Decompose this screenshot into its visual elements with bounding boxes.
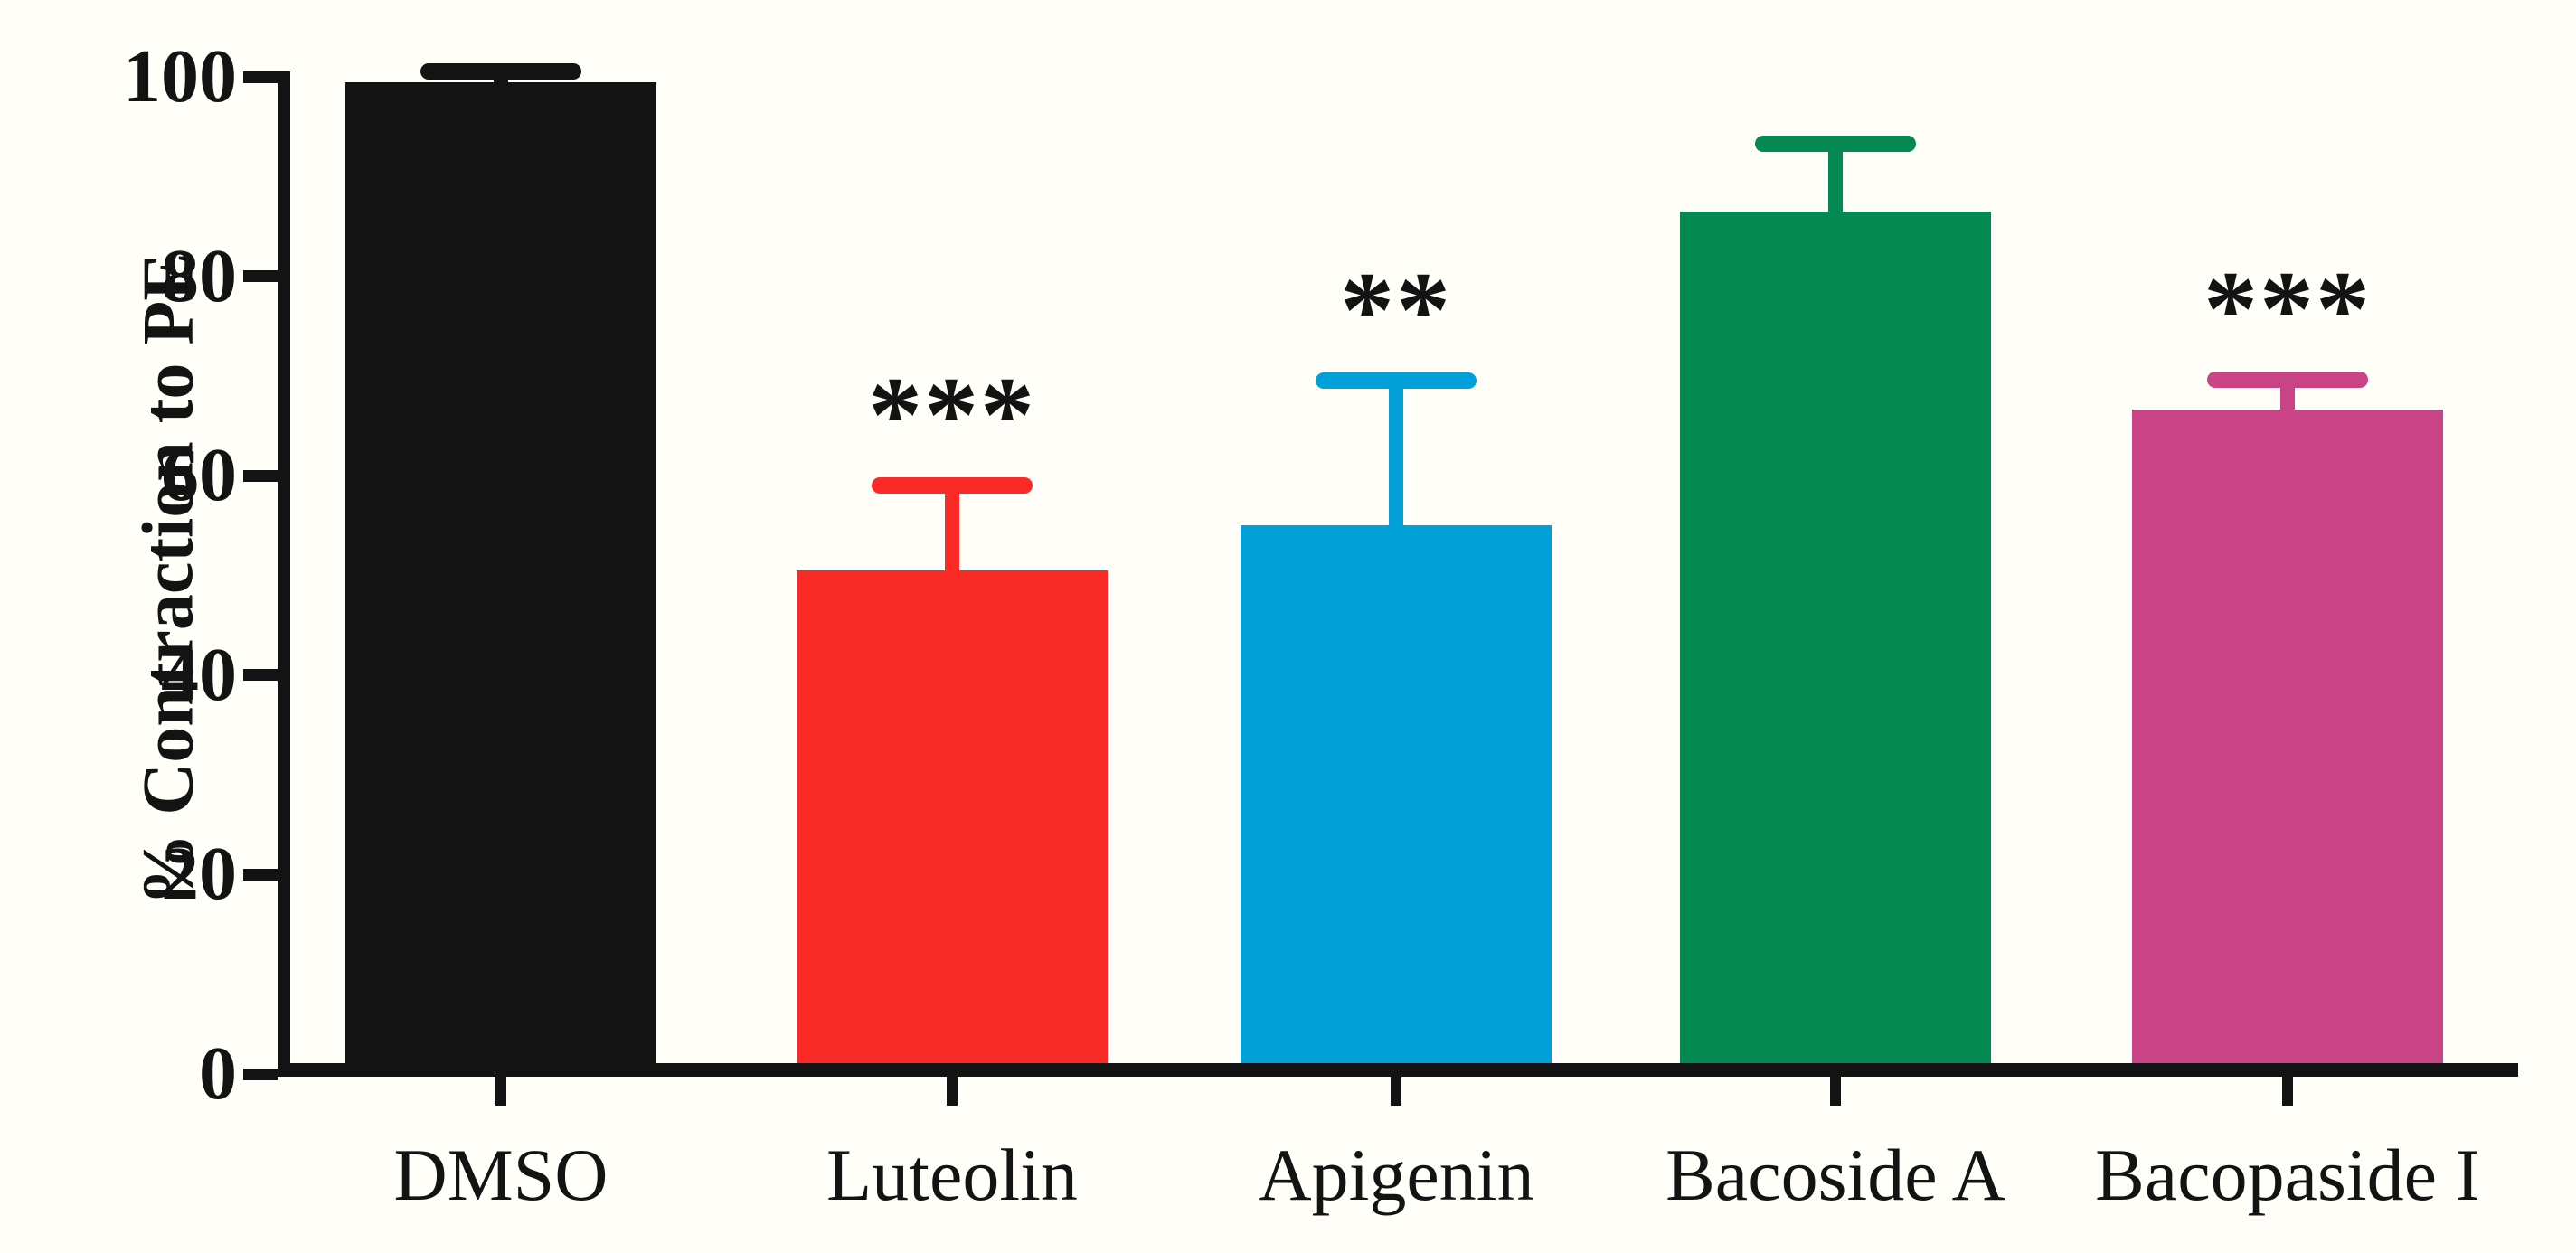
error-bar-cap-bacoside-a (1755, 135, 1916, 152)
y-tick-mark (243, 469, 278, 482)
error-bar-cap-dmso (420, 63, 581, 80)
error-bar-cap-bacopaside-i (2207, 372, 2368, 389)
bar-bacopaside-i (2132, 410, 2443, 1074)
y-tick-mark (243, 1068, 278, 1080)
bar-apigenin (1241, 525, 1552, 1074)
x-axis-line (278, 1063, 2518, 1077)
y-tick-label: 20 (161, 832, 237, 917)
bar-dmso (345, 81, 656, 1074)
significance-label-apigenin: ** (1340, 250, 1452, 371)
x-tick-mark-apigenin (1391, 1077, 1401, 1106)
error-bar-stem-bacopaside-i (2280, 380, 2295, 416)
y-tick-label: 40 (161, 632, 237, 717)
y-axis-line (278, 71, 290, 1077)
y-tick-label: 0 (199, 1032, 237, 1116)
bar-bacoside-a (1680, 211, 1991, 1074)
significance-label-bacopaside-i: *** (2203, 249, 2372, 370)
x-category-label-apigenin: Apigenin (1258, 1134, 1534, 1216)
error-bar-cap-luteolin (872, 477, 1033, 495)
error-bar-cap-apigenin (1316, 372, 1477, 390)
x-category-label-dmso: DMSO (393, 1134, 609, 1216)
x-category-label-bacopaside-i: Bacopaside I (2095, 1134, 2480, 1216)
significance-label-luteolin: *** (868, 354, 1036, 476)
x-tick-mark-bacoside-a (1830, 1077, 1841, 1106)
x-tick-mark-bacopaside-i (2282, 1077, 2293, 1106)
x-tick-mark-luteolin (947, 1077, 958, 1106)
y-tick-mark (243, 669, 278, 682)
y-tick-label: 100 (123, 34, 237, 118)
error-bar-stem-luteolin (945, 485, 959, 576)
error-bar-stem-bacoside-a (1828, 143, 1843, 217)
bar-luteolin (797, 570, 1108, 1074)
x-tick-mark-dmso (495, 1077, 506, 1106)
x-category-label-bacoside-a: Bacoside A (1665, 1134, 2005, 1216)
error-bar-stem-apigenin (1389, 381, 1403, 532)
y-tick-label: 80 (161, 233, 237, 318)
y-tick-mark (243, 270, 278, 283)
x-category-label-luteolin: Luteolin (826, 1134, 1078, 1216)
y-tick-mark (243, 71, 278, 83)
y-tick-mark (243, 868, 278, 881)
y-tick-label: 60 (161, 433, 237, 518)
